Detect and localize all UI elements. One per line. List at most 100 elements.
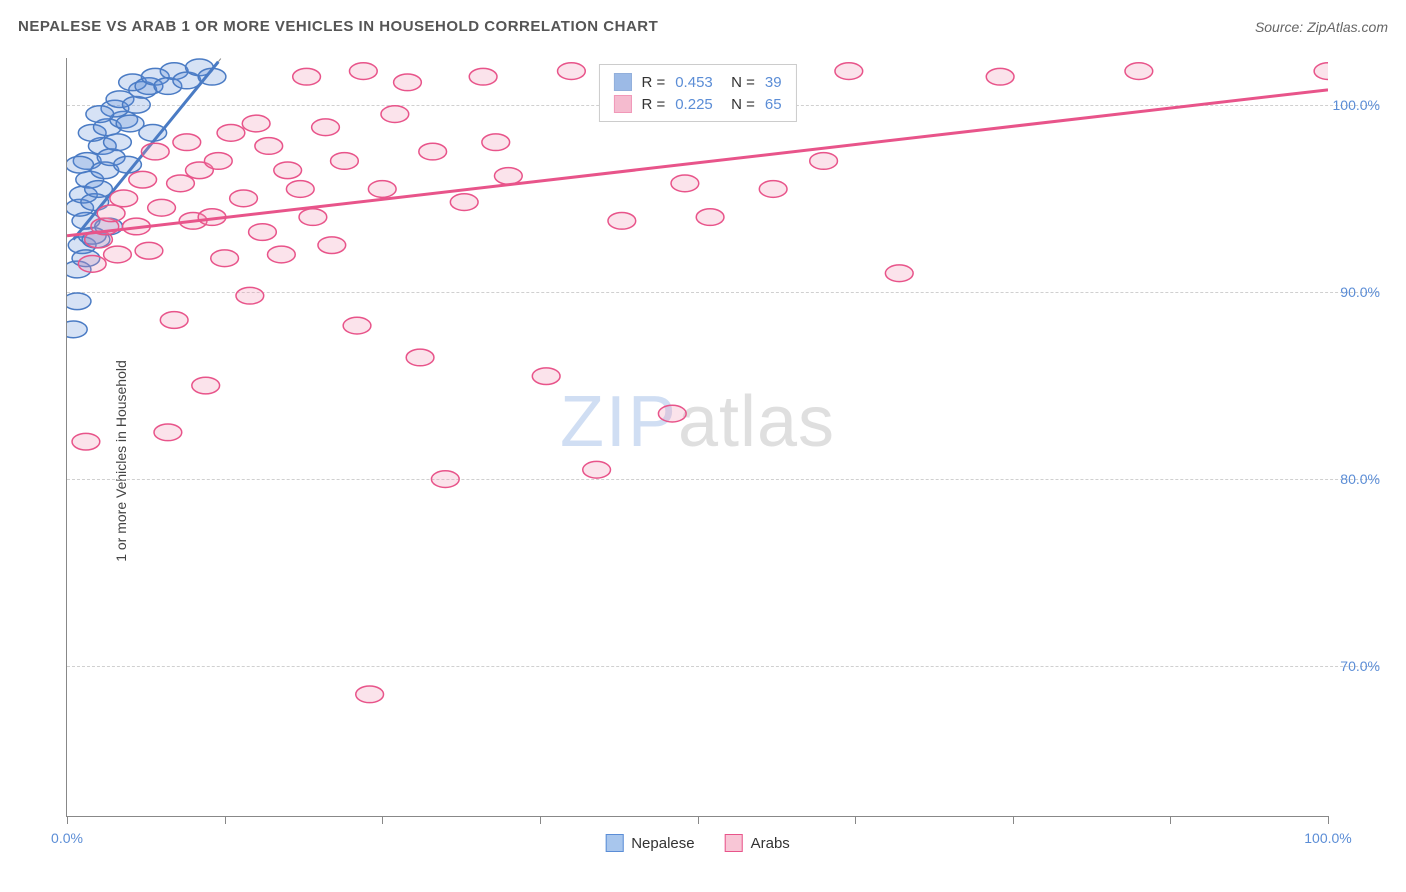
legend-correlation: R = 0.453 N = 39 R = 0.225 N = 65: [598, 64, 796, 122]
legend-n-label: N =: [723, 96, 755, 113]
scatter-point-arabs: [419, 143, 447, 160]
x-tick: [1170, 816, 1171, 824]
scatter-point-arabs: [696, 209, 724, 226]
scatter-point-arabs: [267, 246, 295, 263]
scatter-point-arabs: [167, 175, 195, 192]
trend-extension: [218, 58, 243, 62]
x-tick: [225, 816, 226, 824]
scatter-point-arabs: [759, 181, 787, 198]
scatter-point-nepalese: [67, 293, 91, 310]
legend-label-arabs: Arabs: [751, 835, 790, 852]
scatter-point-arabs: [217, 125, 245, 142]
scatter-point-arabs: [104, 246, 132, 263]
scatter-point-arabs: [532, 368, 560, 385]
scatter-point-nepalese: [67, 321, 87, 338]
scatter-point-arabs: [349, 63, 377, 80]
scatter-point-arabs: [255, 138, 283, 155]
scatter-point-arabs: [608, 212, 636, 229]
scatter-point-arabs: [110, 190, 138, 207]
scatter-point-arabs: [356, 686, 384, 703]
scatter-point-arabs: [482, 134, 510, 151]
scatter-point-arabs: [160, 312, 188, 329]
legend-row-nepalese: R = 0.453 N = 39: [613, 71, 781, 93]
scatter-point-arabs: [97, 205, 125, 222]
legend-r-value-arabs: 0.225: [675, 96, 713, 113]
chart-header: NEPALESE VS ARAB 1 OR MORE VEHICLES IN H…: [18, 18, 1388, 35]
scatter-point-arabs: [450, 194, 478, 211]
scatter-point-arabs: [394, 74, 422, 91]
x-tick: [1013, 816, 1014, 824]
scatter-point-arabs: [1314, 63, 1328, 80]
legend-r-value-nepalese: 0.453: [675, 74, 713, 91]
legend-item-nepalese: Nepalese: [605, 834, 694, 852]
scatter-point-nepalese: [139, 125, 167, 142]
plot-area: ZIPatlas R = 0.453 N = 39 R = 0.225 N = …: [66, 58, 1328, 817]
scatter-point-arabs: [671, 175, 699, 192]
scatter-point-arabs: [192, 377, 220, 394]
legend-r-label: R =: [641, 74, 665, 91]
scatter-point-arabs: [78, 256, 106, 273]
scatter-point-arabs: [658, 405, 686, 422]
scatter-point-arabs: [431, 471, 459, 488]
legend-row-arabs: R = 0.225 N = 65: [613, 93, 781, 115]
legend-n-label: N =: [723, 74, 755, 91]
y-tick-label: 70.0%: [1340, 658, 1380, 674]
scatter-point-arabs: [249, 224, 277, 241]
x-tick-label: 0.0%: [51, 830, 83, 846]
scatter-point-arabs: [72, 433, 100, 450]
scatter-svg: [67, 58, 1328, 816]
scatter-point-arabs: [406, 349, 434, 366]
scatter-point-arabs: [331, 153, 359, 170]
scatter-point-nepalese: [104, 134, 132, 151]
scatter-point-arabs: [129, 171, 157, 188]
legend-swatch-arabs-bottom: [725, 834, 743, 852]
legend-swatch-nepalese: [613, 73, 631, 91]
scatter-point-arabs: [494, 168, 522, 185]
x-tick: [1328, 816, 1329, 824]
scatter-point-arabs: [293, 68, 321, 85]
scatter-point-arabs: [236, 287, 264, 304]
y-tick-label: 90.0%: [1340, 284, 1380, 300]
x-tick: [540, 816, 541, 824]
scatter-point-nepalese: [122, 96, 150, 113]
scatter-point-arabs: [368, 181, 396, 198]
scatter-point-arabs: [381, 106, 409, 123]
scatter-point-arabs: [318, 237, 346, 254]
x-tick-label: 100.0%: [1304, 830, 1351, 846]
x-tick: [698, 816, 699, 824]
legend-swatch-arabs: [613, 95, 631, 113]
scatter-point-arabs: [173, 134, 201, 151]
scatter-point-arabs: [583, 461, 611, 478]
legend-item-arabs: Arabs: [725, 834, 790, 852]
scatter-point-arabs: [135, 242, 163, 259]
legend-r-label: R =: [641, 96, 665, 113]
x-tick: [382, 816, 383, 824]
scatter-point-arabs: [211, 250, 239, 267]
scatter-point-arabs: [274, 162, 302, 179]
y-tick-label: 80.0%: [1340, 471, 1380, 487]
scatter-point-arabs: [286, 181, 314, 198]
scatter-point-arabs: [242, 115, 270, 132]
scatter-point-arabs: [299, 209, 327, 226]
y-tick-label: 100.0%: [1333, 97, 1380, 113]
scatter-point-arabs: [469, 68, 497, 85]
legend-label-nepalese: Nepalese: [631, 835, 694, 852]
scatter-point-arabs: [810, 153, 838, 170]
legend-bottom: Nepalese Arabs: [605, 834, 790, 852]
legend-swatch-nepalese-bottom: [605, 834, 623, 852]
scatter-point-arabs: [312, 119, 340, 136]
scatter-point-arabs: [558, 63, 586, 80]
scatter-point-arabs: [141, 143, 169, 160]
x-tick: [855, 816, 856, 824]
chart-title: NEPALESE VS ARAB 1 OR MORE VEHICLES IN H…: [18, 18, 658, 35]
scatter-point-arabs: [148, 199, 176, 216]
scatter-point-arabs: [204, 153, 232, 170]
scatter-point-arabs: [343, 317, 371, 334]
chart-source: Source: ZipAtlas.com: [1255, 19, 1388, 35]
scatter-point-arabs: [835, 63, 863, 80]
scatter-point-arabs: [986, 68, 1014, 85]
legend-n-value-arabs: 65: [765, 96, 782, 113]
x-tick: [67, 816, 68, 824]
scatter-point-arabs: [1125, 63, 1153, 80]
scatter-point-nepalese: [86, 106, 114, 123]
